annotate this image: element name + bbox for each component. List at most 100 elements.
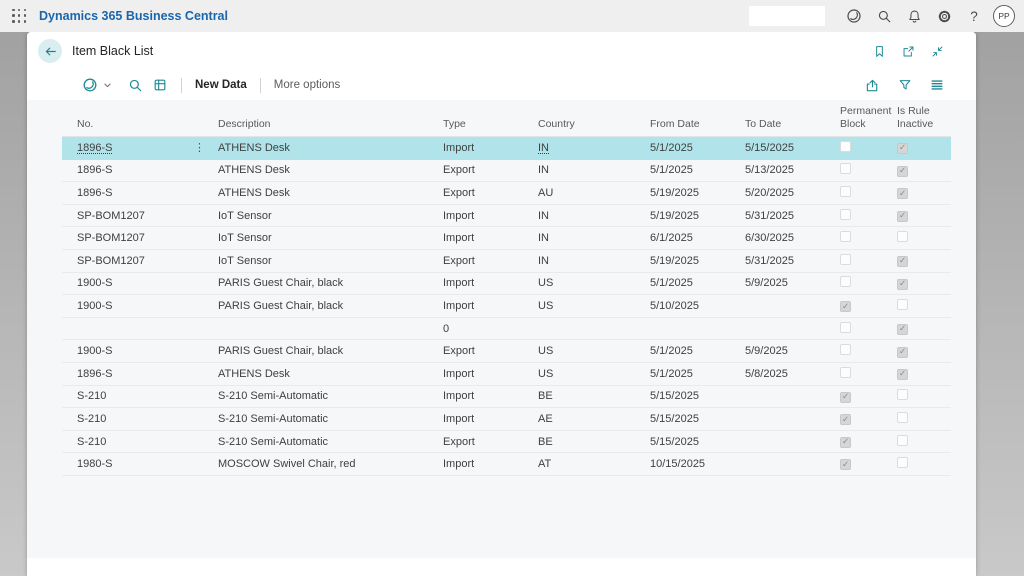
cell-country[interactable]: AU: [538, 187, 650, 199]
table-row[interactable]: 1900-SPARIS Guest Chair, blackImportUS5/…: [62, 273, 951, 296]
column-header-to-date[interactable]: To Date: [745, 118, 840, 131]
permanent-block-checkbox[interactable]: [840, 344, 851, 355]
permanent-block-checkbox[interactable]: [840, 276, 851, 287]
column-header-is-rule-inactive[interactable]: Is Rule Inactive: [897, 105, 955, 131]
cell-type[interactable]: Import: [443, 300, 538, 312]
is-rule-inactive-checkbox[interactable]: [897, 188, 908, 199]
back-button[interactable]: [38, 39, 62, 63]
cell-type[interactable]: Import: [443, 413, 538, 425]
cell-from-date[interactable]: 10/15/2025: [650, 458, 745, 470]
table-row[interactable]: SP-BOM1207IoT SensorExportIN5/19/20255/3…: [62, 250, 951, 273]
search-icon[interactable]: [123, 74, 148, 96]
column-header-permanent-block[interactable]: Permanent Block: [840, 105, 897, 131]
cell-from-date[interactable]: 5/1/2025: [650, 368, 745, 380]
cell-no[interactable]: SP-BOM1207: [77, 232, 218, 244]
permanent-block-checkbox[interactable]: [840, 231, 851, 242]
cell-description[interactable]: ATHENS Desk: [218, 164, 443, 176]
is-rule-inactive-checkbox[interactable]: [897, 143, 908, 154]
table-row[interactable]: S-210S-210 Semi-AutomaticExportBE5/15/20…: [62, 431, 951, 454]
cell-to-date[interactable]: 5/31/2025: [745, 210, 840, 222]
cell-description[interactable]: ATHENS Desk: [218, 142, 443, 154]
cell-no[interactable]: SP-BOM1207: [77, 255, 218, 267]
cell-description[interactable]: ATHENS Desk: [218, 368, 443, 380]
cell-no[interactable]: 1900-S: [77, 277, 218, 289]
cell-description[interactable]: S-210 Semi-Automatic: [218, 413, 443, 425]
cell-type[interactable]: Import: [443, 210, 538, 222]
table-row[interactable]: 1980-SMOSCOW Swivel Chair, redImportAT10…: [62, 453, 951, 476]
cell-from-date[interactable]: 5/19/2025: [650, 187, 745, 199]
notifications-icon[interactable]: [899, 1, 929, 31]
cell-no[interactable]: 1980-S: [77, 458, 218, 470]
column-header-from-date[interactable]: From Date: [650, 118, 745, 131]
settings-icon[interactable]: [929, 1, 959, 31]
cell-from-date[interactable]: 5/15/2025: [650, 390, 745, 402]
cell-no[interactable]: 1896-S⋮: [77, 141, 218, 154]
is-rule-inactive-checkbox[interactable]: [897, 457, 908, 468]
cell-description[interactable]: S-210 Semi-Automatic: [218, 390, 443, 402]
cell-no[interactable]: 1900-S: [77, 345, 218, 357]
is-rule-inactive-checkbox[interactable]: [897, 166, 908, 177]
cell-no[interactable]: SP-BOM1207: [77, 210, 218, 222]
cell-no[interactable]: 1896-S: [77, 164, 218, 176]
is-rule-inactive-checkbox[interactable]: [897, 389, 908, 400]
cell-description[interactable]: PARIS Guest Chair, black: [218, 277, 443, 289]
chevron-down-icon[interactable]: [103, 74, 117, 96]
cell-country[interactable]: US: [538, 368, 650, 380]
cell-type[interactable]: Import: [443, 458, 538, 470]
table-row[interactable]: 1896-S⋮ATHENS DeskImportIN5/1/20255/15/2…: [62, 137, 951, 160]
cell-description[interactable]: ATHENS Desk: [218, 187, 443, 199]
cell-no[interactable]: S-210: [77, 390, 218, 402]
cell-country[interactable]: US: [538, 345, 650, 357]
cell-country[interactable]: US: [538, 277, 650, 289]
cell-country[interactable]: IN: [538, 232, 650, 244]
bookmark-icon[interactable]: [868, 40, 890, 62]
permanent-block-checkbox[interactable]: [840, 301, 851, 312]
cell-from-date[interactable]: 5/1/2025: [650, 277, 745, 289]
copilot-icon[interactable]: [77, 74, 103, 96]
cell-description[interactable]: MOSCOW Swivel Chair, red: [218, 458, 443, 470]
cell-country[interactable]: BE: [538, 390, 650, 402]
permanent-block-checkbox[interactable]: [840, 367, 851, 378]
cell-type[interactable]: Import: [443, 368, 538, 380]
cell-type[interactable]: Import: [443, 142, 538, 154]
cell-description[interactable]: IoT Sensor: [218, 255, 443, 267]
is-rule-inactive-checkbox[interactable]: [897, 347, 908, 358]
column-header-no[interactable]: No.: [77, 118, 218, 131]
is-rule-inactive-checkbox[interactable]: [897, 211, 908, 222]
cell-from-date[interactable]: 5/19/2025: [650, 255, 745, 267]
cell-country[interactable]: IN: [538, 210, 650, 222]
cell-country[interactable]: US: [538, 300, 650, 312]
filter-icon[interactable]: [893, 74, 917, 96]
cell-from-date[interactable]: 5/1/2025: [650, 164, 745, 176]
share-icon[interactable]: [860, 74, 885, 96]
cell-to-date[interactable]: 5/13/2025: [745, 164, 840, 176]
is-rule-inactive-checkbox[interactable]: [897, 412, 908, 423]
table-row[interactable]: SP-BOM1207IoT SensorImportIN6/1/20256/30…: [62, 227, 951, 250]
cell-from-date[interactable]: 5/15/2025: [650, 436, 745, 448]
cell-from-date[interactable]: 5/10/2025: [650, 300, 745, 312]
new-data-button[interactable]: New Data: [191, 79, 251, 91]
cell-country[interactable]: BE: [538, 436, 650, 448]
help-icon[interactable]: ?: [959, 1, 989, 31]
is-rule-inactive-checkbox[interactable]: [897, 435, 908, 446]
table-row[interactable]: 1900-SPARIS Guest Chair, blackExportUS5/…: [62, 340, 951, 363]
table-row[interactable]: 1896-SATHENS DeskExportIN5/1/20255/13/20…: [62, 160, 951, 183]
is-rule-inactive-checkbox[interactable]: [897, 324, 908, 335]
cell-to-date[interactable]: 5/9/2025: [745, 277, 840, 289]
permanent-block-checkbox[interactable]: [840, 392, 851, 403]
cell-description[interactable]: PARIS Guest Chair, black: [218, 345, 443, 357]
permanent-block-checkbox[interactable]: [840, 141, 851, 152]
table-row[interactable]: 0: [62, 318, 951, 341]
permanent-block-checkbox[interactable]: [840, 414, 851, 425]
cell-type[interactable]: 0: [443, 323, 538, 335]
row-context-menu-icon[interactable]: ⋮: [194, 141, 205, 154]
cell-from-date[interactable]: 5/19/2025: [650, 210, 745, 222]
cell-no[interactable]: S-210: [77, 436, 218, 448]
cell-to-date[interactable]: 6/30/2025: [745, 232, 840, 244]
table-row[interactable]: 1900-SPARIS Guest Chair, blackImportUS5/…: [62, 295, 951, 318]
cell-description[interactable]: PARIS Guest Chair, black: [218, 300, 443, 312]
cell-to-date[interactable]: 5/20/2025: [745, 187, 840, 199]
table-row[interactable]: S-210S-210 Semi-AutomaticImportAE5/15/20…: [62, 408, 951, 431]
permanent-block-checkbox[interactable]: [840, 186, 851, 197]
cell-country[interactable]: AE: [538, 413, 650, 425]
